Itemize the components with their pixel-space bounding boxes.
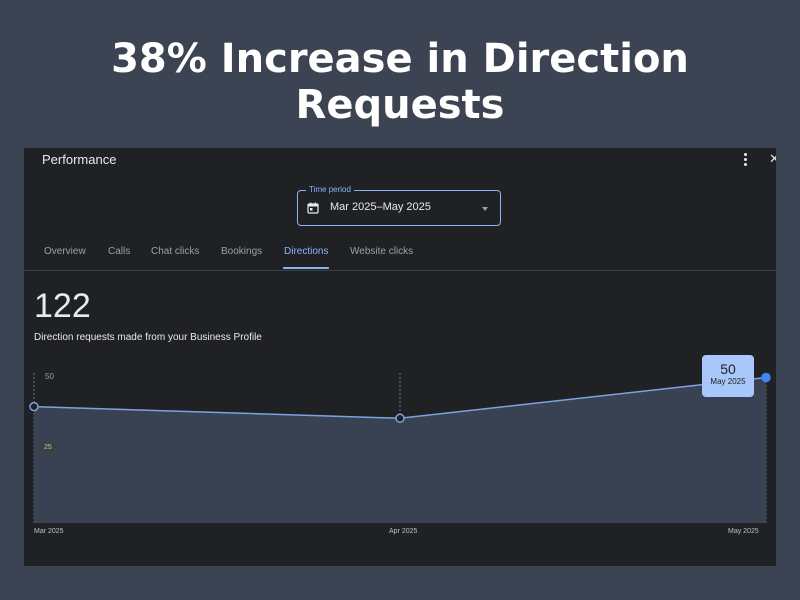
tab-website-clicks[interactable]: Website clicks: [350, 246, 414, 257]
time-period-label: Time period: [306, 185, 354, 195]
chart-tooltip: 50 May 2025: [702, 355, 754, 397]
tab-calls[interactable]: Calls: [108, 246, 131, 257]
active-tab-indicator: [283, 267, 329, 269]
time-period-value: Mar 2025–May 2025: [330, 201, 431, 213]
time-period-select[interactable]: Time period Mar 2025–May 2025: [297, 185, 501, 226]
data-point: [761, 372, 771, 383]
dropdown-caret-icon: [482, 207, 488, 211]
tooltip-value: 50: [720, 361, 736, 377]
metric-total: 122: [34, 287, 91, 325]
more-vert-icon[interactable]: [740, 152, 750, 166]
headline: 38% Increase in Direction Requests: [111, 36, 689, 128]
x-tick-label: May 2025: [728, 528, 759, 535]
tab-overview[interactable]: Overview: [44, 246, 86, 257]
close-icon[interactable]: ✕: [769, 151, 776, 166]
y-tick-label: 50: [45, 372, 54, 381]
metric-description: Direction requests made from your Busine…: [34, 332, 262, 343]
performance-panel: Performance ✕ Time period Mar 2025–May 2…: [24, 148, 776, 566]
panel-title: Performance: [42, 152, 117, 167]
series-area: [34, 377, 766, 523]
calendar-icon: [307, 202, 319, 214]
tab-directions[interactable]: Directions: [284, 246, 329, 257]
data-point: [29, 401, 39, 412]
x-tick-label: Apr 2025: [389, 528, 418, 535]
metric-tabs: Overview Calls Chat clicks Bookings Dire…: [24, 242, 776, 271]
directions-chart: [29, 372, 771, 523]
data-point: [395, 413, 405, 424]
x-tick-label: Mar 2025: [34, 528, 64, 535]
tooltip-date: May 2025: [710, 377, 746, 386]
tab-bookings[interactable]: Bookings: [221, 246, 263, 257]
tab-chat-clicks[interactable]: Chat clicks: [151, 246, 200, 257]
y-tick-badge: 25: [40, 442, 56, 453]
